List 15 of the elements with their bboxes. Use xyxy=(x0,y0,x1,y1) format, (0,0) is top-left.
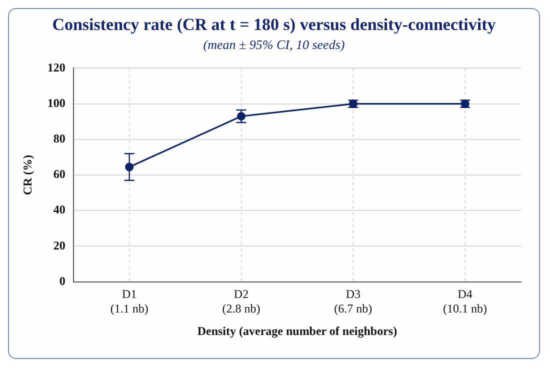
x-axis-title: Density (average number of neighbors) xyxy=(197,324,398,338)
chart-subtitle: (mean ± 95% CI, 10 seeds) xyxy=(202,37,346,53)
y-tick-label: 100 xyxy=(47,96,66,110)
x-tick-label: D4 (10.1 nb) xyxy=(443,287,488,316)
y-tick-label: 0 xyxy=(59,274,66,288)
chart-title: Consistency rate (CR at t = 180 s) versus density-connectivity xyxy=(51,15,497,35)
x-tick-label: D3 (6.7 nb) xyxy=(334,287,372,316)
y-axis-title: CR (%) xyxy=(20,154,34,196)
y-tick-label: 120 xyxy=(47,60,66,74)
y-tick-label: 40 xyxy=(53,202,66,217)
y-tick-label: 80 xyxy=(53,131,66,146)
y-tick-label: 20 xyxy=(53,238,66,252)
x-tick-label: D1 (1.1 nb) xyxy=(110,287,148,316)
x-tick-label: D2 (2.8 nb) xyxy=(222,287,260,316)
y-tick-label: 60 xyxy=(53,167,66,182)
